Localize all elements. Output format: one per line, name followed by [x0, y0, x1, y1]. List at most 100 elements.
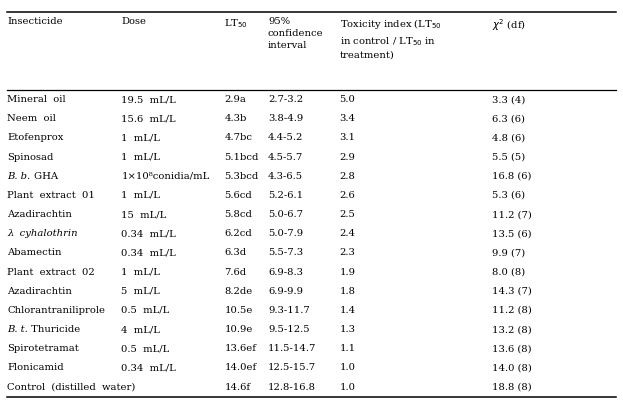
- Text: 6.3 (6): 6.3 (6): [492, 114, 525, 123]
- Text: Neem  oil: Neem oil: [7, 114, 56, 123]
- Text: 4.8 (6): 4.8 (6): [492, 134, 525, 142]
- Text: 2.5: 2.5: [340, 210, 355, 219]
- Text: Plant  extract  01: Plant extract 01: [7, 191, 95, 200]
- Text: 1.8: 1.8: [340, 287, 356, 296]
- Text: 16.8 (6): 16.8 (6): [492, 172, 531, 181]
- Text: 4  mL/L: 4 mL/L: [121, 325, 160, 334]
- Text: 2.9: 2.9: [340, 152, 355, 162]
- Text: Control  (distilled  water): Control (distilled water): [7, 383, 136, 392]
- Text: 12.5-15.7: 12.5-15.7: [268, 363, 316, 373]
- Text: 1  mL/L: 1 mL/L: [121, 267, 160, 277]
- Text: 2.6: 2.6: [340, 191, 355, 200]
- Text: 18.8 (8): 18.8 (8): [492, 383, 532, 392]
- Text: 1.0: 1.0: [340, 383, 356, 392]
- Text: 5.6cd: 5.6cd: [224, 191, 252, 200]
- Text: 1.0: 1.0: [340, 363, 356, 373]
- Text: 1.1: 1.1: [340, 344, 356, 353]
- Text: 2.9a: 2.9a: [224, 95, 246, 104]
- Text: LT$_{50}$: LT$_{50}$: [224, 17, 248, 30]
- Text: 3.4: 3.4: [340, 114, 356, 123]
- Text: 6.9-8.3: 6.9-8.3: [268, 267, 303, 277]
- Text: Toxicity index (LT$_{50}$
in control / LT$_{50}$ in
treatment): Toxicity index (LT$_{50}$ in control / L…: [340, 17, 441, 60]
- Text: 1  mL/L: 1 mL/L: [121, 152, 160, 162]
- Text: 5.0-6.7: 5.0-6.7: [268, 210, 303, 219]
- Text: 5  mL/L: 5 mL/L: [121, 287, 160, 296]
- Text: Insecticide: Insecticide: [7, 17, 63, 26]
- Text: 1.3: 1.3: [340, 325, 356, 334]
- Text: 4.5-5.7: 4.5-5.7: [268, 152, 303, 162]
- Text: 9.3-11.7: 9.3-11.7: [268, 306, 310, 315]
- Text: 0.34  mL/L: 0.34 mL/L: [121, 249, 176, 257]
- Text: Thuricide: Thuricide: [28, 325, 80, 334]
- Text: 19.5  mL/L: 19.5 mL/L: [121, 95, 176, 104]
- Text: 1  mL/L: 1 mL/L: [121, 191, 160, 200]
- Text: 6.9-9.9: 6.9-9.9: [268, 287, 303, 296]
- Text: Azadirachtin: Azadirachtin: [7, 287, 72, 296]
- Text: 5.3bcd: 5.3bcd: [224, 172, 259, 181]
- Text: 9.9 (7): 9.9 (7): [492, 249, 525, 257]
- Text: 4.4-5.2: 4.4-5.2: [268, 134, 303, 142]
- Text: 0.5  mL/L: 0.5 mL/L: [121, 306, 169, 315]
- Text: 3.1: 3.1: [340, 134, 356, 142]
- Text: 11.5-14.7: 11.5-14.7: [268, 344, 316, 353]
- Text: 10.9e: 10.9e: [224, 325, 253, 334]
- Text: Etofenprox: Etofenprox: [7, 134, 64, 142]
- Text: 0.5  mL/L: 0.5 mL/L: [121, 344, 169, 353]
- Text: 13.2 (8): 13.2 (8): [492, 325, 532, 334]
- Text: 3.3 (4): 3.3 (4): [492, 95, 526, 104]
- Text: 13.6 (8): 13.6 (8): [492, 344, 532, 353]
- Text: Plant  extract  02: Plant extract 02: [7, 267, 95, 277]
- Text: Mineral  oil: Mineral oil: [7, 95, 66, 104]
- Text: 11.2 (7): 11.2 (7): [492, 210, 532, 219]
- Text: 0.34  mL/L: 0.34 mL/L: [121, 229, 176, 238]
- Text: 14.0 (8): 14.0 (8): [492, 363, 532, 373]
- Text: 13.5 (6): 13.5 (6): [492, 229, 532, 238]
- Text: 2.8: 2.8: [340, 172, 355, 181]
- Text: 7.6d: 7.6d: [224, 267, 247, 277]
- Text: B. t.: B. t.: [7, 325, 28, 334]
- Text: 5.5-7.3: 5.5-7.3: [268, 249, 303, 257]
- Text: 0.34  mL/L: 0.34 mL/L: [121, 363, 176, 373]
- Text: GHA: GHA: [31, 172, 58, 181]
- Text: 14.0ef: 14.0ef: [224, 363, 257, 373]
- Text: Dose: Dose: [121, 17, 146, 26]
- Text: 5.0: 5.0: [340, 95, 355, 104]
- Text: 8.0 (8): 8.0 (8): [492, 267, 525, 277]
- Text: 11.2 (8): 11.2 (8): [492, 306, 532, 315]
- Text: 6.2cd: 6.2cd: [224, 229, 252, 238]
- Text: 5.2-6.1: 5.2-6.1: [268, 191, 303, 200]
- Text: 4.3-6.5: 4.3-6.5: [268, 172, 303, 181]
- Text: 2.7-3.2: 2.7-3.2: [268, 95, 303, 104]
- Text: 4.7bc: 4.7bc: [224, 134, 252, 142]
- Text: 9.5-12.5: 9.5-12.5: [268, 325, 310, 334]
- Text: 12.8-16.8: 12.8-16.8: [268, 383, 316, 392]
- Text: 5.0-7.9: 5.0-7.9: [268, 229, 303, 238]
- Text: 5.5 (5): 5.5 (5): [492, 152, 525, 162]
- Text: 15.6  mL/L: 15.6 mL/L: [121, 114, 176, 123]
- Text: 8.2de: 8.2de: [224, 287, 252, 296]
- Text: Azadirachtin: Azadirachtin: [7, 210, 72, 219]
- Text: 5.8cd: 5.8cd: [224, 210, 252, 219]
- Text: 15  mL/L: 15 mL/L: [121, 210, 167, 219]
- Text: 1  mL/L: 1 mL/L: [121, 134, 160, 142]
- Text: Spinosad: Spinosad: [7, 152, 54, 162]
- Text: 6.3d: 6.3d: [224, 249, 247, 257]
- Text: 1×10⁸conidia/mL: 1×10⁸conidia/mL: [121, 172, 210, 181]
- Text: 5.3 (6): 5.3 (6): [492, 191, 525, 200]
- Text: 1.9: 1.9: [340, 267, 356, 277]
- Text: 95%
confidence
interval: 95% confidence interval: [268, 17, 323, 50]
- Text: 1.4: 1.4: [340, 306, 356, 315]
- Text: B. b.: B. b.: [7, 172, 31, 181]
- Text: λ  cyhalothrin: λ cyhalothrin: [7, 229, 78, 238]
- Text: 10.5e: 10.5e: [224, 306, 253, 315]
- Text: 13.6ef: 13.6ef: [224, 344, 256, 353]
- Text: $\chi^2$ (df): $\chi^2$ (df): [492, 17, 526, 32]
- Text: Abamectin: Abamectin: [7, 249, 62, 257]
- Text: 2.3: 2.3: [340, 249, 355, 257]
- Text: 5.1bcd: 5.1bcd: [224, 152, 259, 162]
- Text: 4.3b: 4.3b: [224, 114, 247, 123]
- Text: Spirotetramat: Spirotetramat: [7, 344, 79, 353]
- Text: Chlorantraniliprole: Chlorantraniliprole: [7, 306, 105, 315]
- Text: 14.6f: 14.6f: [224, 383, 250, 392]
- Text: 3.8-4.9: 3.8-4.9: [268, 114, 303, 123]
